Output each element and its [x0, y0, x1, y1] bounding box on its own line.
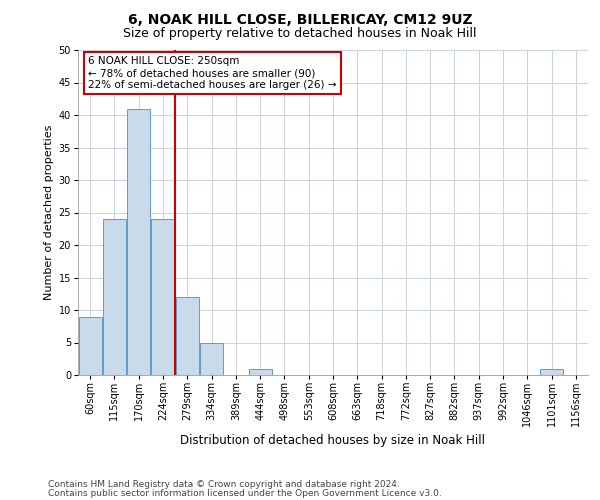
- Text: Contains public sector information licensed under the Open Government Licence v3: Contains public sector information licen…: [48, 489, 442, 498]
- X-axis label: Distribution of detached houses by size in Noak Hill: Distribution of detached houses by size …: [181, 434, 485, 448]
- Bar: [540, 368, 563, 375]
- Bar: [127, 108, 150, 375]
- Text: Size of property relative to detached houses in Noak Hill: Size of property relative to detached ho…: [123, 28, 477, 40]
- Bar: [103, 219, 126, 375]
- Text: Contains HM Land Registry data © Crown copyright and database right 2024.: Contains HM Land Registry data © Crown c…: [48, 480, 400, 489]
- Text: 6, NOAK HILL CLOSE, BILLERICAY, CM12 9UZ: 6, NOAK HILL CLOSE, BILLERICAY, CM12 9UZ: [128, 12, 472, 26]
- Y-axis label: Number of detached properties: Number of detached properties: [44, 125, 55, 300]
- Bar: [151, 219, 175, 375]
- Bar: [248, 368, 272, 375]
- Bar: [79, 316, 101, 375]
- Bar: [200, 342, 223, 375]
- Bar: [176, 297, 199, 375]
- Text: 6 NOAK HILL CLOSE: 250sqm
← 78% of detached houses are smaller (90)
22% of semi-: 6 NOAK HILL CLOSE: 250sqm ← 78% of detac…: [88, 56, 337, 90]
